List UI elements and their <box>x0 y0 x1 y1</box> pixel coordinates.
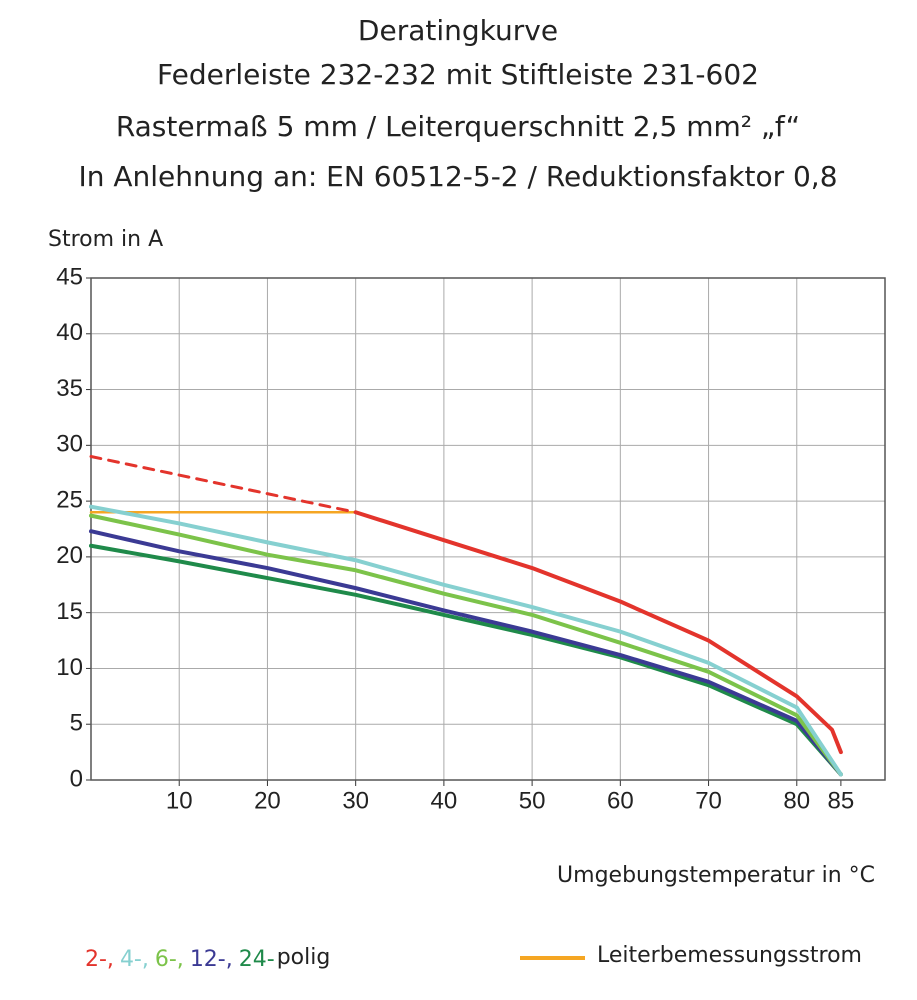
x-tick-label: 70 <box>695 787 722 814</box>
y-tick-label: 10 <box>56 654 83 681</box>
legend-label: Leiterbemessungsstrom <box>597 943 862 968</box>
legend-label: 24- <box>239 947 275 972</box>
x-tick-label: 40 <box>431 787 458 814</box>
x-tick-label: 20 <box>254 787 281 814</box>
line <box>89 529 843 777</box>
y-tick-label: 30 <box>56 431 83 458</box>
chart-title: Deratingkurve <box>358 14 558 47</box>
x-tick-label: 10 <box>166 787 193 814</box>
y-tick-label: 40 <box>56 319 83 346</box>
line <box>89 454 358 514</box>
chart-title: Federleiste 232-232 mit Stiftleiste 231-… <box>157 58 759 91</box>
y-tick-label: 20 <box>56 542 83 569</box>
y-tick-label: 35 <box>56 375 83 402</box>
plot-frame <box>90 277 886 781</box>
y-tick-label: 45 <box>56 263 83 290</box>
line <box>89 513 843 777</box>
chart-title: Rastermaß 5 mm / Leiterquerschnitt 2,5 m… <box>116 110 800 143</box>
legend-label: 2-, <box>85 947 114 972</box>
line <box>89 504 843 777</box>
x-tick-label: 85 <box>828 787 855 814</box>
y-tick-label: 0 <box>70 765 83 792</box>
chart-title: In Anlehnung an: EN 60512-5-2 / Reduktio… <box>78 160 837 193</box>
x-tick-label: 30 <box>342 787 369 814</box>
line <box>353 510 843 755</box>
legend-label: 12-, <box>190 947 233 972</box>
y-axis-label: Strom in A <box>48 227 163 252</box>
legend-suffix: polig <box>277 945 331 970</box>
x-axis-label: Umgebungstemperatur in °C <box>557 863 875 888</box>
y-tick-label: 25 <box>56 486 83 513</box>
legend-label: 4-, <box>120 947 149 972</box>
x-tick-label: 50 <box>519 787 546 814</box>
legend-label: 6-, <box>155 947 184 972</box>
x-tick-label: 80 <box>783 787 810 814</box>
y-tick-label: 15 <box>56 598 83 625</box>
x-tick-label: 60 <box>607 787 634 814</box>
line <box>89 543 843 777</box>
y-tick-label: 5 <box>70 710 83 737</box>
